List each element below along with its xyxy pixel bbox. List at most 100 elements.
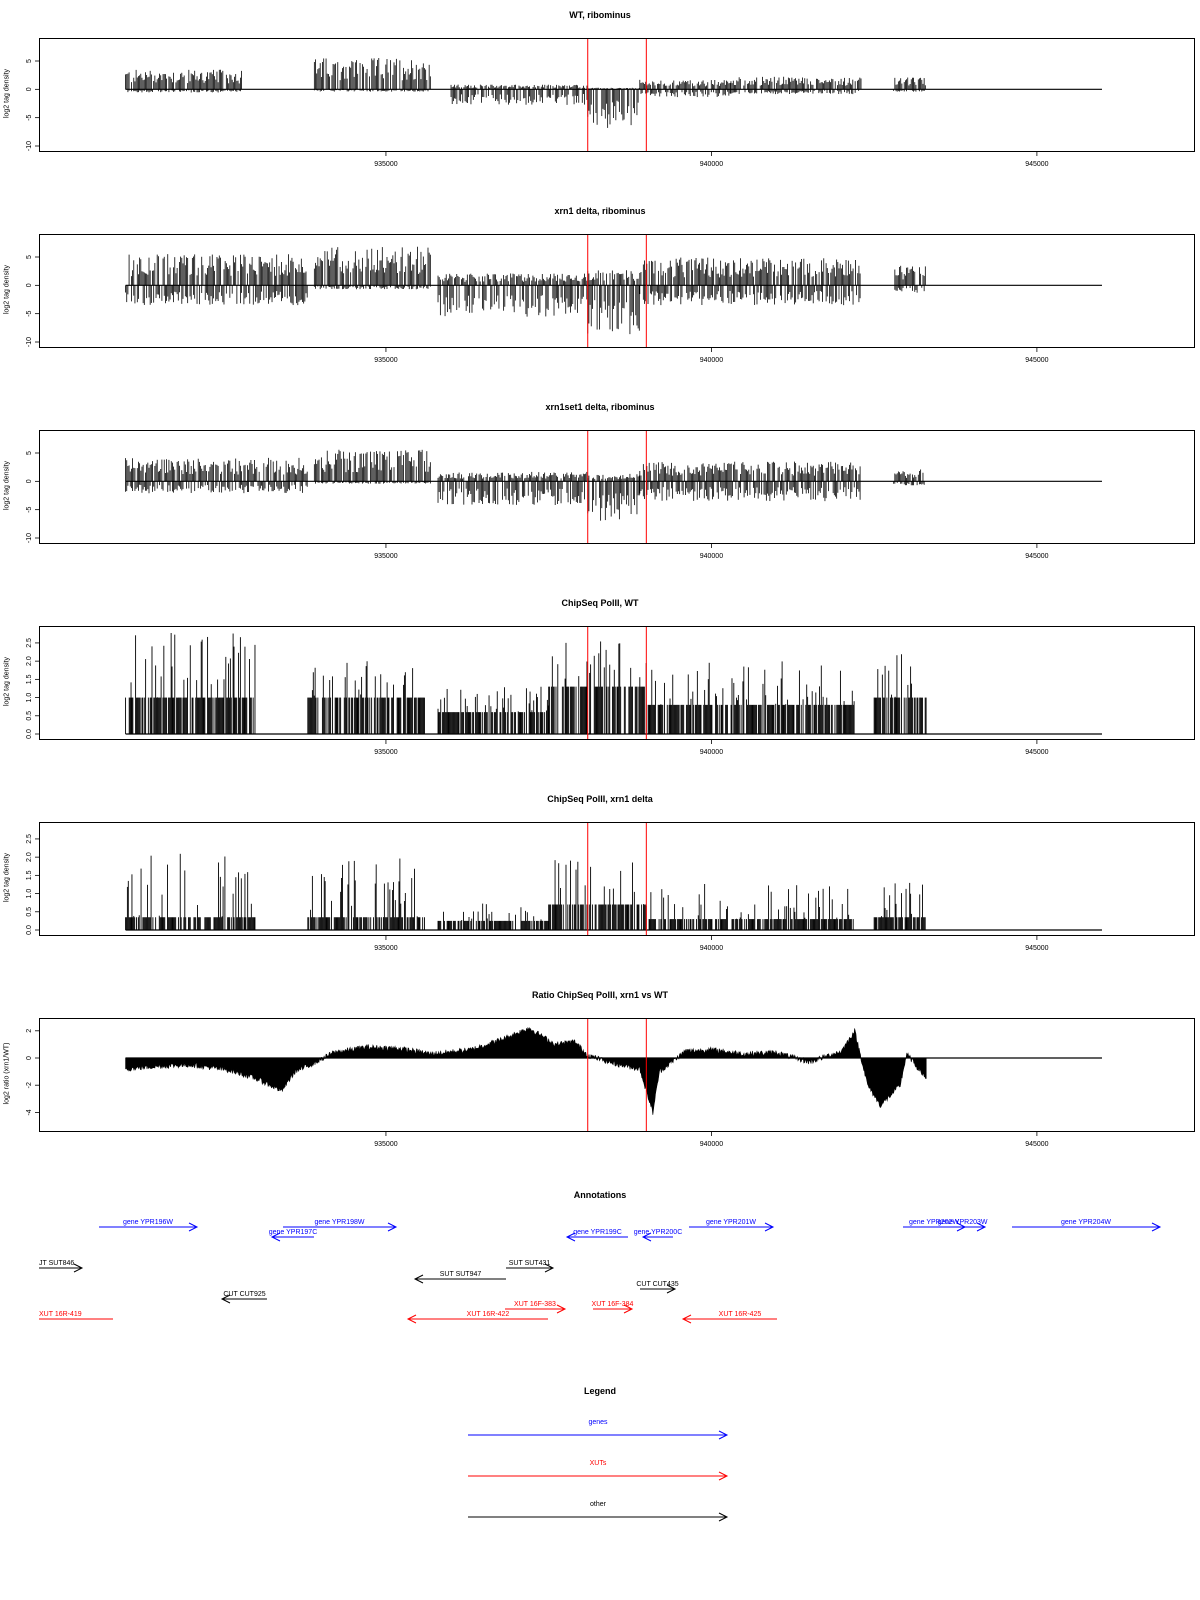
arrow-head: [220, 1294, 231, 1304]
arrow-head: [764, 1222, 775, 1232]
y-tick-label: 2.0: [26, 852, 33, 862]
legend-label: genes: [588, 1419, 608, 1426]
arrow-head: [623, 1304, 634, 1314]
arrow-head: [270, 1232, 281, 1242]
legend-label: XUTs: [590, 1460, 607, 1467]
arrow-head: [718, 1471, 729, 1481]
legend-label: other: [590, 1501, 607, 1508]
arrow-head: [718, 1512, 729, 1522]
x-tick-label: 935000: [374, 945, 397, 952]
y-tick-label: 0: [26, 283, 33, 287]
plot-svg: 2.5 2.0 1.5 1.0 0.5 0.0 935000 940000 945000: [26, 627, 1102, 756]
y-tick-label: -5: [26, 506, 33, 512]
plot-area: [39, 430, 1195, 544]
annotation-label: CUT CUT435: [636, 1281, 678, 1288]
arrow-head: [681, 1314, 692, 1324]
y-tick-label: 0.0: [26, 925, 33, 935]
y-tick-label: 1.5: [26, 674, 33, 684]
y-tick-label: 0: [26, 1056, 33, 1060]
annotation-label: XUT 16R-419: [39, 1311, 82, 1318]
annotation-label: gene YPR198W: [314, 1219, 364, 1226]
x-tick-label: 940000: [700, 357, 723, 364]
y-tick-label: 0.0: [26, 729, 33, 739]
x-tick-label: 945000: [1025, 749, 1048, 756]
panel-title: WT, ribominus: [569, 10, 631, 20]
y-tick-label: 1.0: [26, 693, 33, 703]
x-tick-label: 940000: [700, 553, 723, 560]
arrow-head: [565, 1232, 576, 1242]
annotation-label: SUT SUT431: [509, 1260, 551, 1267]
arrow-head: [73, 1263, 84, 1273]
arrow-head: [641, 1232, 652, 1242]
y-tick-label: 2.0: [26, 656, 33, 666]
y-tick-label: 2.5: [26, 638, 33, 648]
x-tick-label: 940000: [700, 1141, 723, 1148]
panel-title: Ratio ChipSeq PolII, xrn1 vs WT: [531, 990, 669, 1000]
annotation-label: gene YPR199C: [573, 1229, 622, 1236]
plot-svg: 2 0 -2 -4 935000 940000 945000: [26, 1019, 1102, 1148]
arrow-head: [718, 1430, 729, 1440]
annotation-label: SUT SUT947: [440, 1271, 482, 1278]
annotation-label: XUT 16F-383: [514, 1301, 556, 1308]
annotation-label: gene YPR202W: [909, 1219, 959, 1226]
x-tick-label: 940000: [700, 945, 723, 952]
y-tick-label: -10: [26, 533, 33, 543]
legend-title: Legend: [583, 1386, 616, 1396]
x-tick-label: 945000: [1025, 553, 1048, 560]
annotation-label: gene YPR203W: [937, 1219, 987, 1226]
annotation-label: gene YPR201W: [706, 1219, 756, 1226]
y-tick-label: 5: [26, 451, 33, 455]
x-tick-label: 945000: [1025, 1141, 1048, 1148]
x-tick-label: 935000: [374, 357, 397, 364]
arrow-head: [976, 1222, 987, 1232]
plot-area: [39, 626, 1195, 740]
plot-svg: 5 0 -5 -10 935000 940000 945000: [26, 39, 1102, 168]
plot-svg: 5 0 -5 -10 935000 940000 945000: [26, 235, 1102, 364]
x-tick-label: 935000: [374, 1141, 397, 1148]
panel-title: ChipSeq PolII, WT: [561, 598, 639, 608]
x-tick-label: 935000: [374, 749, 397, 756]
y-tick-label: -5: [26, 310, 33, 316]
arrow-head: [188, 1222, 199, 1232]
y-tick-label: -2: [26, 1082, 33, 1088]
arrow-head: [387, 1222, 398, 1232]
y-tick-label: -10: [26, 337, 33, 347]
panel-title: xrn1set1 delta, ribominus: [545, 402, 655, 412]
y-tick-label: -10: [26, 141, 33, 151]
x-tick-label: 940000: [700, 749, 723, 756]
annotation-label: XUT 16R-425: [719, 1311, 762, 1318]
annotation-track: gene YPR196W gene YPR197C gene YPR198W gene…: [39, 1219, 1162, 1324]
annotations-title: Annotations: [573, 1190, 627, 1200]
panel-title: xrn1 delta, ribominus: [554, 206, 646, 216]
annotation-label: gene YPR204W: [1061, 1219, 1111, 1226]
legend: genes XUTs other: [468, 1419, 729, 1522]
arrow-head: [406, 1314, 417, 1324]
annotation-label: gene YPR200C: [634, 1229, 683, 1236]
y-tick-label: 0: [26, 479, 33, 483]
x-tick-label: 945000: [1025, 945, 1048, 952]
x-tick-label: 945000: [1025, 357, 1048, 364]
y-tick-label: 0.5: [26, 907, 33, 917]
y-tick-label: 1.0: [26, 889, 33, 899]
ratio-area: [125, 1026, 927, 1115]
annotation-label: CUT CUT925: [223, 1291, 265, 1298]
annotation-label: JT SUT846: [39, 1260, 74, 1267]
arrow-head: [1151, 1222, 1162, 1232]
panel-title: ChipSeq PolII, xrn1 delta: [547, 794, 653, 804]
plot-area: [39, 234, 1195, 348]
annotation-label: XUT 16F-384: [592, 1301, 634, 1308]
arrow-head: [556, 1304, 567, 1314]
x-tick-label: 935000: [374, 161, 397, 168]
plot-svg: 5 0 -5 -10 935000 940000 945000: [26, 431, 1102, 560]
y-tick-label: 1.5: [26, 870, 33, 880]
arrow-head: [413, 1274, 424, 1284]
x-tick-label: 940000: [700, 161, 723, 168]
x-tick-label: 945000: [1025, 161, 1048, 168]
y-tick-label: 0.5: [26, 711, 33, 721]
annotation-label: XUT 16R-422: [467, 1311, 510, 1318]
plot-area: [39, 38, 1195, 152]
annotation-label: gene YPR196W: [123, 1219, 173, 1226]
y-tick-label: 0: [26, 87, 33, 91]
x-tick-label: 935000: [374, 553, 397, 560]
plot-svg: 2.5 2.0 1.5 1.0 0.5 0.0 935000 940000 945000: [26, 823, 1102, 952]
